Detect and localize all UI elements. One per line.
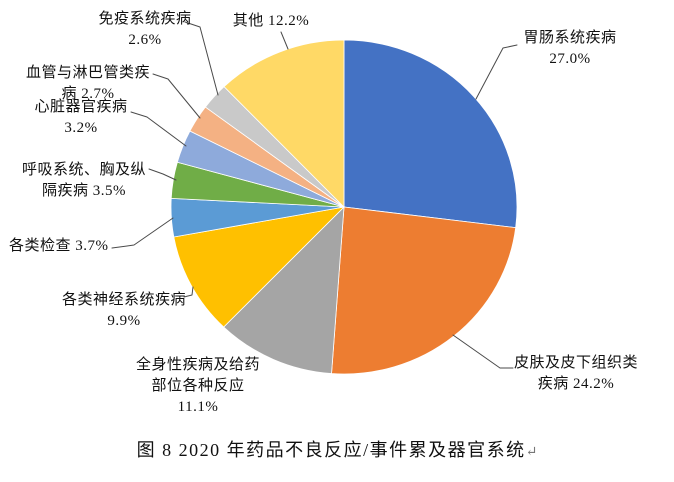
callout-systemic-line3: 11.1%	[177, 399, 219, 415]
callout-systemic: 全身性疾病及给药 部位各种反应 11.1%	[129, 355, 267, 418]
callout-exams-line1: 各类检查 3.7%	[9, 238, 109, 254]
callout-respiratory: 呼吸系统、胸及纵 隔疾病 3.5%	[15, 160, 153, 202]
leader-line-skin	[452, 334, 514, 369]
leader-line-other	[280, 31, 289, 50]
figure-caption: 图 8 2020 年药品不良反应/事件累及器官系统↵	[0, 436, 674, 462]
callout-nervous: 各类神经系统疾病 9.9%	[54, 290, 194, 332]
callout-vascular: 血管与淋巴管类疾 病 2.7%	[20, 63, 156, 105]
callout-immune-line2: 2.6%	[128, 32, 162, 48]
figure-caption-text: 图 8 2020 年药品不良反应/事件累及器官系统	[136, 440, 526, 460]
leader-line-exams	[111, 217, 174, 249]
callout-other: 其他 12.2%	[224, 11, 318, 32]
callout-cardiac: 心脏器官疾病 3.2%	[12, 97, 150, 139]
pie-slice-3	[173, 206, 346, 328]
paragraph-return-mark: ↵	[525, 445, 538, 460]
callout-vascular-line1: 血管与淋巴管类疾	[25, 65, 150, 81]
callout-systemic-line2: 部位各种反应	[151, 378, 245, 394]
leader-line-immune	[184, 21, 219, 96]
pie-slice-2	[223, 205, 345, 374]
pie-slice-1	[331, 206, 517, 375]
callout-respiratory-line1: 呼吸系统、胸及纵	[21, 162, 146, 178]
callout-vascular-line2: 病 2.7%	[61, 86, 115, 102]
leader-line-respiratory	[148, 168, 177, 181]
callout-skin-line2: 疾病 24.2%	[537, 376, 615, 392]
pie-slice-0	[343, 39, 518, 229]
callout-skin-line1: 皮肤及皮下组织类	[513, 355, 638, 371]
callout-nervous-line1: 各类神经系统疾病	[61, 292, 186, 308]
pie	[170, 39, 518, 375]
callout-cardiac-line1: 心脏器官疾病	[34, 99, 128, 115]
callout-nervous-line2: 9.9%	[107, 313, 141, 329]
leader-line-vascular	[152, 73, 201, 119]
callout-other-line1: 其他 12.2%	[232, 13, 310, 29]
callout-skin: 皮肤及皮下组织类 疾病 24.2%	[506, 353, 646, 395]
callout-gastro-line2: 27.0%	[549, 51, 591, 67]
callout-immune: 免疫系统疾病 2.6%	[76, 9, 214, 51]
leader-line-cardiac	[130, 111, 187, 147]
callout-immune-line1: 免疫系统疾病	[98, 11, 192, 27]
callout-gastro-line1: 胃肠系统疾病	[523, 30, 617, 46]
pie-slice-9	[223, 39, 345, 208]
leader-line-gastro	[475, 44, 518, 100]
leader-line-nervous	[183, 286, 194, 298]
callout-systemic-line1: 全身性疾病及给药	[135, 357, 260, 373]
callout-exams: 各类检查 3.7%	[9, 236, 139, 257]
callout-cardiac-line2: 3.2%	[64, 120, 98, 136]
leader-lines	[111, 21, 518, 369]
callout-gastro: 胃肠系统疾病 27.0%	[500, 28, 640, 70]
callout-respiratory-line2: 隔疾病 3.5%	[42, 183, 126, 199]
